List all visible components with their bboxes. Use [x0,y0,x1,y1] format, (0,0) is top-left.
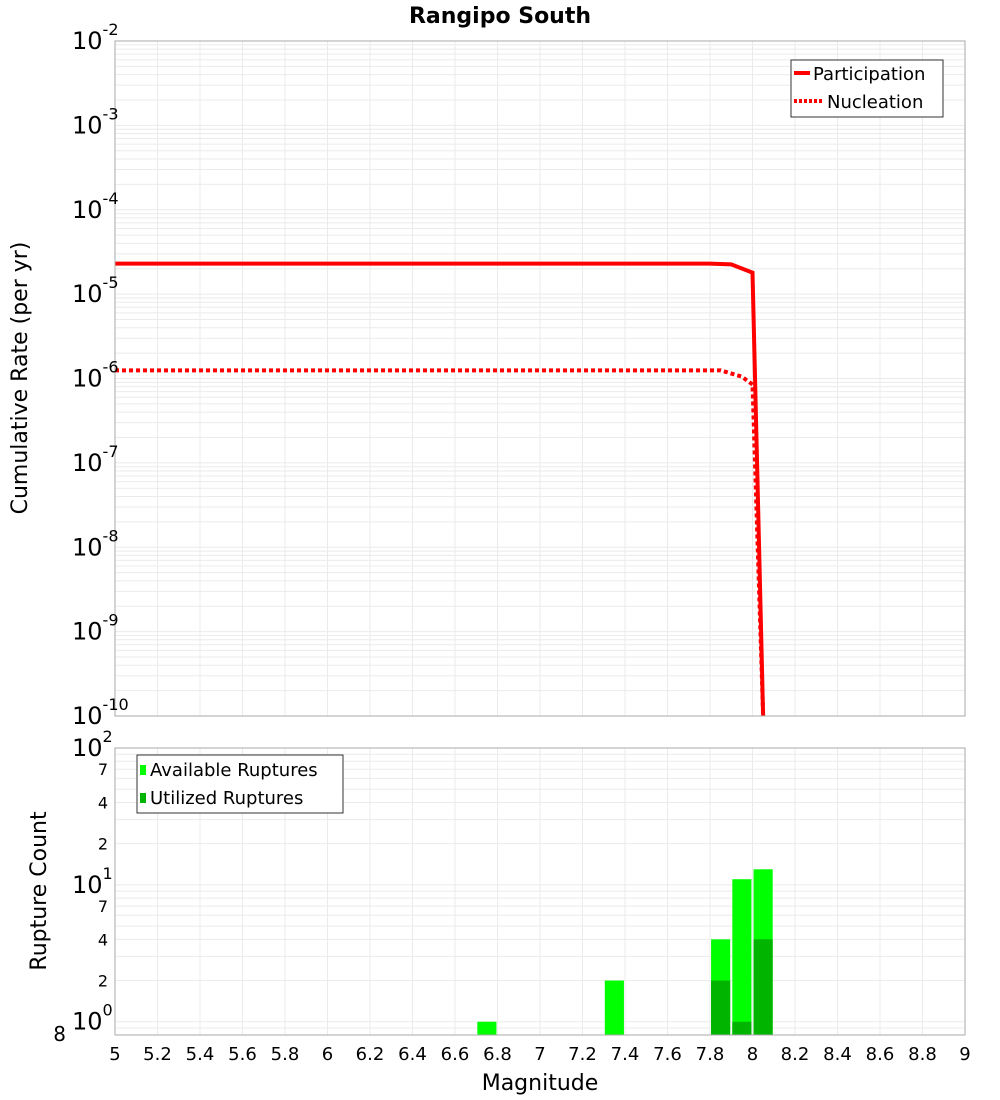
legend-label-participation: Participation [813,64,925,85]
x-tick-label: 6.6 [441,1044,470,1065]
bar-available-ruptures [477,1021,497,1035]
legend-label-nucleation: Nucleation [827,92,923,113]
bottom-plot-grid [114,748,966,1036]
line-participation [115,261,766,717]
legend-label-available: Available Ruptures [150,760,318,781]
y-minor-tick-label: 4 [98,930,108,949]
y-tick-label: 10-7 [72,442,119,477]
x-tick-label: 6.2 [356,1044,385,1065]
y-minor-tick-label: 4 [98,793,108,812]
bar-available-ruptures [732,879,752,1035]
legend-swatch-utilized [140,793,146,803]
y-tick-label: 10-4 [72,189,119,224]
bar-utilized-ruptures [711,980,731,1035]
y-tick-label: 10-2 [72,20,119,55]
chart-title: Rangipo South [409,4,591,29]
bottom-legend: Available Ruptures Utilized Ruptures [136,754,344,814]
legend-label-utilized: Utilized Ruptures [150,788,303,809]
legend-swatch-available [140,765,146,775]
line-nucleation [115,368,766,717]
y-minor-tick-label: 2 [98,972,108,991]
y-minor-tick-label: 7 [98,897,108,916]
y-tick-label: 10-9 [72,611,119,646]
x-tick-label: 7.4 [611,1044,640,1065]
y-tick-label: 10-10 [72,695,129,730]
top-y-axis-label: Cumulative Rate (per yr) [8,242,33,515]
x-tick-label: 5.4 [186,1044,215,1065]
bottom-y-axis-ticks: 102 101 100 7 4 2 7 4 2 8 [53,727,112,1046]
x-tick-label: 8 [747,1044,758,1065]
x-tick-label: 6.8 [483,1044,512,1065]
x-tick-label: 5.8 [271,1044,300,1065]
x-tick-label: 8.4 [823,1044,852,1065]
bar-utilized-ruptures [753,939,773,1035]
x-tick-label: 5 [109,1044,120,1065]
top-plot-grid [114,41,966,717]
y-tick-label: 10-5 [72,273,119,308]
x-tick-label: 8.2 [781,1044,810,1065]
x-tick-label: 8.8 [908,1044,937,1065]
x-axis-label: Magnitude [482,1071,599,1096]
x-tick-label: 5.2 [143,1044,172,1065]
y-minor-tick-label: 8 [53,1022,66,1046]
bar-series [477,869,773,1035]
x-tick-label: 8.6 [866,1044,895,1065]
y-minor-tick-label: 2 [98,835,108,854]
line-series [115,261,766,717]
y-tick-label: 10-8 [72,526,119,561]
x-tick-label: 7.2 [568,1044,597,1065]
x-tick-label: 6.4 [398,1044,427,1065]
x-tick-label: 9 [959,1044,970,1065]
y-minor-tick-label: 7 [98,760,108,779]
bar-available-ruptures [604,980,624,1035]
bar-utilized-ruptures [732,1021,752,1035]
y-tick-label: 100 [72,1001,113,1036]
x-tick-label: 5.6 [228,1044,257,1065]
x-tick-label: 7.8 [696,1044,725,1065]
y-tick-label: 10-6 [72,358,119,393]
x-axis-ticks: 5 5.2 5.4 5.6 5.8 6 6.2 6.4 6.6 6.8 7 7.2 7.4 7.6 7.8 8… [109,1044,970,1065]
top-y-axis-ticks: 10-2 10-3 10-4 10-5 10-6 10-7 10-8 10-9 10-10 [72,20,129,730]
x-tick-label: 7.6 [653,1044,682,1065]
y-tick-label: 101 [72,864,113,899]
x-tick-label: 7 [534,1044,545,1065]
x-tick-label: 6 [322,1044,333,1065]
top-plot-frame [114,40,966,717]
y-tick-label: 102 [72,727,113,762]
bottom-plot-frame [114,747,966,1036]
top-legend: Participation Nucleation [790,59,944,118]
bottom-y-axis-label: Rupture Count [27,811,52,971]
y-tick-label: 10-3 [72,104,119,139]
